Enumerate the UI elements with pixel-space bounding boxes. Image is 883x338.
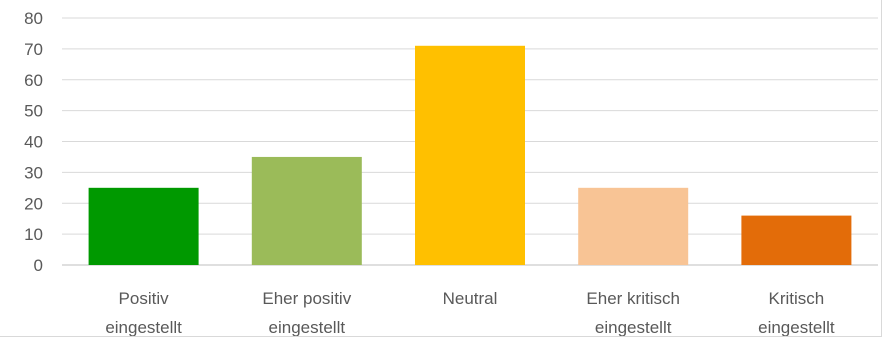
x-category-label-line: Neutral — [443, 289, 498, 308]
y-tick-label: 40 — [24, 133, 43, 152]
y-tick-label: 10 — [24, 225, 43, 244]
x-category-label-line: Eher positiv — [262, 289, 351, 308]
bar — [251, 156, 362, 265]
x-category-label-line: eingestellt — [269, 318, 346, 337]
bar — [578, 187, 689, 265]
y-tick-label: 80 — [24, 9, 43, 28]
y-tick-label: 0 — [34, 256, 43, 275]
bar — [88, 187, 199, 265]
bar — [415, 45, 525, 265]
x-category-label-line: eingestellt — [105, 318, 182, 337]
y-tick-label: 70 — [24, 40, 43, 59]
x-category-label-line: Eher kritisch — [586, 289, 680, 308]
x-category-label: Neutral — [443, 289, 498, 308]
x-category-label-line: Positiv — [119, 289, 170, 308]
x-category-label: Kritisch eingestellt — [758, 289, 835, 337]
x-category-label: Positiv eingestellt — [105, 289, 182, 337]
y-axis-ticks: 0 10 20 30 40 50 60 70 80 — [24, 9, 43, 275]
x-category-label-line: eingestellt — [595, 318, 672, 337]
y-tick-label: 20 — [24, 194, 43, 213]
x-category-label-line: Kritisch — [769, 289, 825, 308]
x-category-label: Eher kritisch eingestellt — [586, 289, 680, 337]
x-category-label-line: eingestellt — [758, 318, 835, 337]
y-tick-label: 60 — [24, 71, 43, 90]
x-axis-labels: Positiv eingestellt Eher positiv eingestell… — [105, 289, 835, 337]
x-category-label: Eher positiv eingestellt — [262, 289, 351, 337]
bars — [88, 45, 852, 265]
bar — [741, 215, 852, 265]
y-tick-label: 50 — [24, 102, 43, 121]
y-tick-label: 30 — [24, 163, 43, 182]
